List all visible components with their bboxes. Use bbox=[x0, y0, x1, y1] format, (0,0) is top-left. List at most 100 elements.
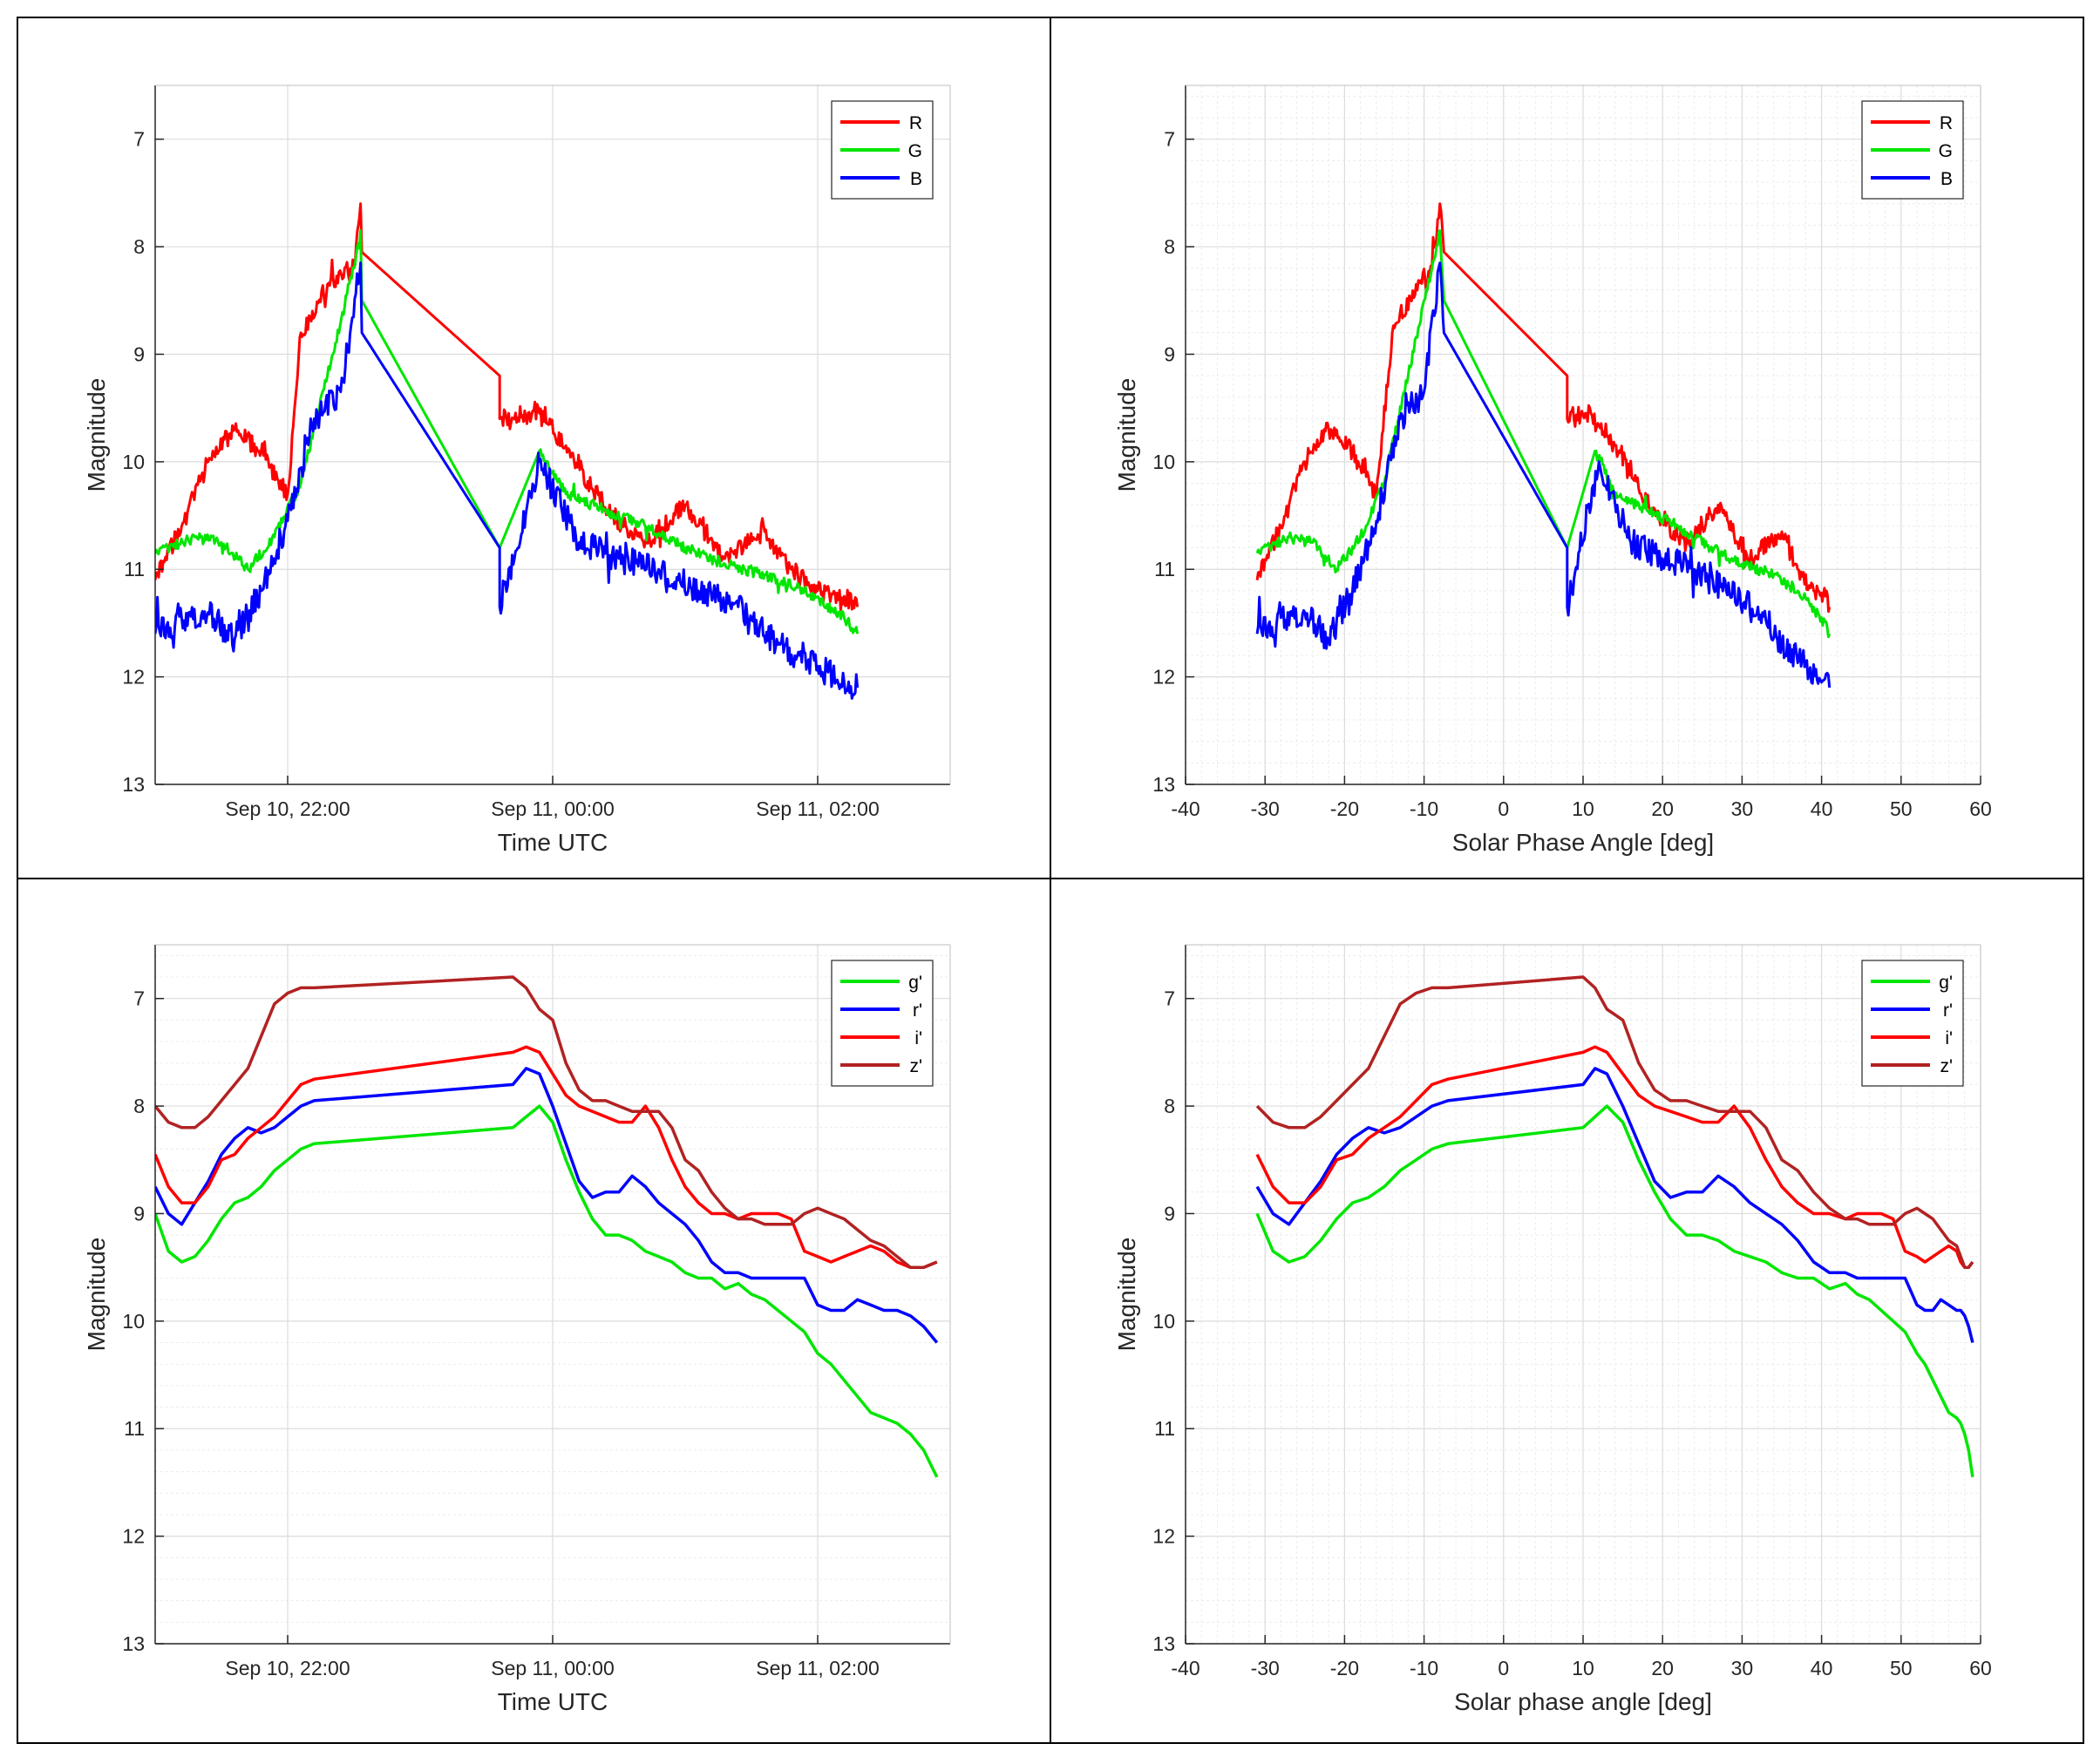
y-tick-label: 8 bbox=[133, 235, 145, 258]
y-tick-label: 11 bbox=[1154, 1417, 1175, 1440]
series-line-G bbox=[155, 229, 860, 634]
chart-panels: 7 8 9 10 11 12 13 Sep 10, 22:00 Sep 11, 00:00 Sep… bbox=[17, 17, 2084, 1744]
series-line-ip bbox=[155, 1045, 938, 1269]
series-line-rp bbox=[155, 1067, 939, 1344]
y-axis-label: Magnitude bbox=[1113, 378, 1140, 492]
y-tick-label: 11 bbox=[124, 558, 145, 580]
legend-label: G bbox=[908, 141, 922, 161]
series-group bbox=[1255, 975, 1974, 1478]
chart-bottom-right: 7 8 9 10 11 12 13-40 -30 -20 -10 0 10 20 30 40 50 60 Sola… bbox=[1113, 944, 1992, 1715]
x-tick-label: Sep 11, 02:00 bbox=[756, 797, 880, 820]
legend: g' r' i' z' bbox=[831, 960, 934, 1087]
y-axis-label: Magnitude bbox=[83, 378, 110, 492]
x-tick-label: -10 bbox=[1410, 797, 1438, 820]
y-tick-label: 7 bbox=[133, 987, 145, 1010]
y-axis-label: Magnitude bbox=[83, 1238, 110, 1352]
x-tick-label: Sep 11, 00:00 bbox=[491, 797, 615, 820]
y-tick-label: 12 bbox=[1152, 666, 1175, 689]
series-line-B bbox=[1255, 261, 1832, 689]
y-tick-label: 13 bbox=[1152, 773, 1175, 796]
legend-label: B bbox=[1940, 169, 1953, 189]
series-line-zp bbox=[155, 975, 938, 1269]
x-tick-label: 30 bbox=[1731, 1657, 1754, 1679]
legend: RGB bbox=[831, 100, 934, 200]
legend-label: r' bbox=[1943, 1001, 1953, 1021]
series-group bbox=[155, 975, 939, 1478]
y-tick-label: 9 bbox=[133, 343, 145, 365]
series-line-R bbox=[1255, 202, 1832, 614]
chart-top-left: 7 8 9 10 11 12 13 Sep 10, 22:00 Sep 11, 00:00 Sep… bbox=[83, 85, 951, 856]
series-line-R bbox=[155, 202, 860, 613]
legend-label: i' bbox=[1945, 1028, 1953, 1048]
x-tick-label: 30 bbox=[1731, 797, 1754, 820]
x-tick-label: 10 bbox=[1572, 1657, 1594, 1679]
y-tick-label: 10 bbox=[1152, 1310, 1175, 1333]
series-line-rp bbox=[1255, 1067, 1974, 1343]
legend-label: z' bbox=[909, 1056, 922, 1076]
x-tick-label: 20 bbox=[1651, 797, 1674, 820]
x-tick-label: -10 bbox=[1410, 1657, 1438, 1679]
y-tick-label: 13 bbox=[122, 1632, 145, 1655]
x-tick-label: -30 bbox=[1251, 1657, 1280, 1679]
series-group bbox=[155, 202, 860, 700]
x-axis-label: Solar Phase Angle [deg] bbox=[1452, 829, 1714, 856]
legend-label: i' bbox=[914, 1028, 922, 1048]
legend-label: R bbox=[909, 113, 922, 133]
series-line-G bbox=[1255, 229, 1832, 639]
x-axis-label: Solar phase angle [deg] bbox=[1454, 1688, 1712, 1715]
y-tick-label: 9 bbox=[133, 1202, 145, 1225]
series-line-zp bbox=[1255, 975, 1974, 1269]
panel-frame bbox=[1050, 878, 2084, 1744]
series-line-gp bbox=[155, 1104, 939, 1478]
x-axis-label: Time UTC bbox=[498, 829, 608, 856]
x-tick-label: Sep 11, 00:00 bbox=[491, 1657, 615, 1679]
x-tick-label: 40 bbox=[1811, 1657, 1833, 1679]
x-tick-label: Sep 10, 22:00 bbox=[225, 1657, 350, 1679]
x-tick-label: 60 bbox=[1969, 797, 1992, 820]
series-line-gp bbox=[1255, 1104, 1974, 1478]
x-tick-label: 20 bbox=[1651, 1657, 1674, 1679]
x-tick-label: -20 bbox=[1330, 1657, 1359, 1679]
legend: g' r' i' z' bbox=[1861, 960, 1964, 1087]
y-tick-label: 10 bbox=[122, 1310, 145, 1333]
grid bbox=[1185, 85, 1981, 785]
legend-label: G bbox=[1939, 141, 1953, 161]
y-tick-label: 12 bbox=[122, 1525, 145, 1548]
legend-label: R bbox=[1940, 113, 1953, 133]
series-line-ip bbox=[1255, 1045, 1974, 1269]
x-tick-label: 40 bbox=[1811, 797, 1833, 820]
chart-bottom-left: 7 8 9 10 11 12 13 Sep 10, 22:00 Sep 11, 00:00 Sep… bbox=[83, 944, 951, 1715]
x-tick-label: 0 bbox=[1498, 1657, 1509, 1679]
legend-label: r' bbox=[913, 1001, 922, 1021]
y-tick-label: 8 bbox=[133, 1095, 145, 1117]
series-line-B bbox=[155, 261, 860, 700]
x-tick-label: -40 bbox=[1171, 1657, 1200, 1679]
legend: RGB bbox=[1861, 100, 1964, 200]
x-tick-label: -30 bbox=[1251, 797, 1280, 820]
x-tick-label: -40 bbox=[1171, 797, 1200, 820]
x-tick-label: 0 bbox=[1498, 797, 1509, 820]
y-tick-label: 10 bbox=[1152, 451, 1175, 473]
y-tick-label: 7 bbox=[1164, 987, 1175, 1010]
legend-label: g' bbox=[1939, 973, 1953, 993]
legend-label: g' bbox=[908, 973, 922, 993]
y-tick-label: 13 bbox=[122, 773, 145, 796]
legend-label: z' bbox=[1940, 1056, 1953, 1076]
y-tick-label: 13 bbox=[1152, 1632, 1175, 1655]
y-tick-label: 11 bbox=[1154, 558, 1175, 580]
x-tick-label: Sep 11, 02:00 bbox=[756, 1657, 880, 1679]
x-tick-label: 10 bbox=[1572, 797, 1594, 820]
y-tick-label: 12 bbox=[122, 666, 145, 689]
series-group bbox=[1255, 202, 1832, 689]
x-tick-label: 50 bbox=[1890, 1657, 1913, 1679]
y-tick-label: 11 bbox=[124, 1417, 145, 1440]
x-tick-label: 60 bbox=[1969, 1657, 1992, 1679]
y-tick-label: 8 bbox=[1164, 1095, 1175, 1117]
y-tick-label: 12 bbox=[1152, 1525, 1175, 1548]
x-tick-label: Sep 10, 22:00 bbox=[225, 797, 350, 820]
y-tick-label: 8 bbox=[1164, 235, 1175, 258]
grid bbox=[155, 945, 950, 1645]
y-tick-label: 9 bbox=[1164, 1202, 1175, 1225]
y-tick-label: 7 bbox=[133, 128, 145, 151]
